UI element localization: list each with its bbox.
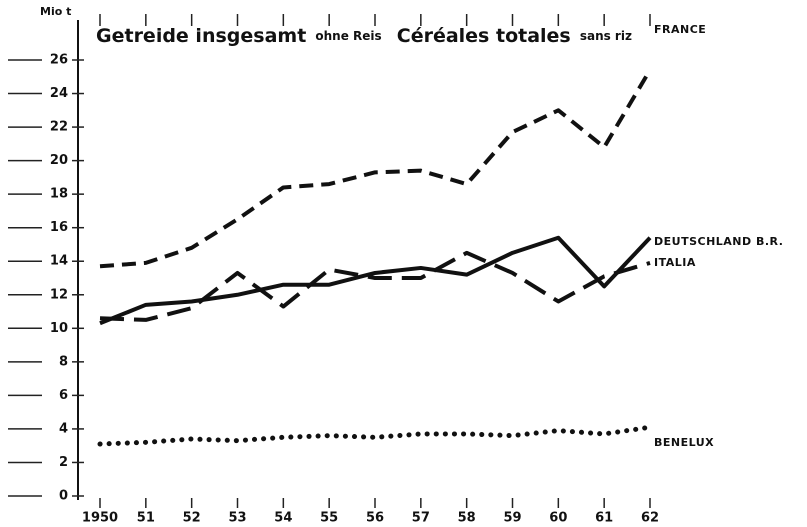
x-tick-label: 59 — [503, 511, 521, 526]
x-tick-label: 54 — [274, 511, 292, 526]
title-fr: Céréales totales — [397, 25, 571, 47]
series-label: ITALIA — [654, 256, 696, 269]
x-tick-label: 60 — [549, 511, 567, 526]
series-label: FRANCE — [654, 23, 706, 36]
y-tick-label: 20 — [50, 153, 68, 168]
y-tick-label: 0 — [59, 489, 68, 504]
series-line — [99, 69, 652, 269]
title-de-note: ohne Reis — [315, 29, 381, 43]
y-tick-label: 6 — [59, 388, 68, 403]
y-tick-label: 10 — [50, 321, 68, 336]
chart-title: Getreide insgesamt ohne Reis Céréales to… — [96, 25, 632, 47]
y-tick-label: 12 — [50, 287, 68, 302]
x-tick-label: 62 — [641, 511, 659, 526]
title-de: Getreide insgesamt — [96, 25, 306, 47]
series-label: BENELUX — [654, 436, 714, 449]
x-tick-label: 51 — [137, 511, 155, 526]
y-tick-label: 14 — [50, 254, 68, 269]
y-tick-label: 2 — [59, 455, 68, 470]
x-tick-label: 52 — [183, 511, 201, 526]
x-tick-label: 1950 — [82, 511, 118, 526]
y-tick-label: 22 — [50, 120, 68, 135]
y-tick-label: 18 — [50, 187, 68, 202]
y-tick-label: 16 — [50, 220, 68, 235]
series-label: DEUTSCHLAND B.R. — [654, 235, 783, 248]
series-line — [97, 424, 653, 447]
x-tick-label: 56 — [366, 511, 384, 526]
x-tick-label: 61 — [595, 511, 613, 526]
x-tick-label: 57 — [412, 511, 430, 526]
title-fr-note: sans riz — [580, 29, 632, 43]
y-tick-label: 8 — [59, 354, 68, 369]
x-tick-label: 55 — [320, 511, 338, 526]
series-line — [99, 235, 652, 326]
y-tick-label: 24 — [50, 86, 68, 101]
series-line — [99, 250, 651, 322]
unit-label: Mio t — [40, 5, 71, 18]
x-tick-label: 58 — [458, 511, 476, 526]
y-tick-label: 26 — [50, 53, 68, 68]
y-tick-label: 4 — [59, 421, 68, 436]
x-tick-label: 53 — [228, 511, 246, 526]
